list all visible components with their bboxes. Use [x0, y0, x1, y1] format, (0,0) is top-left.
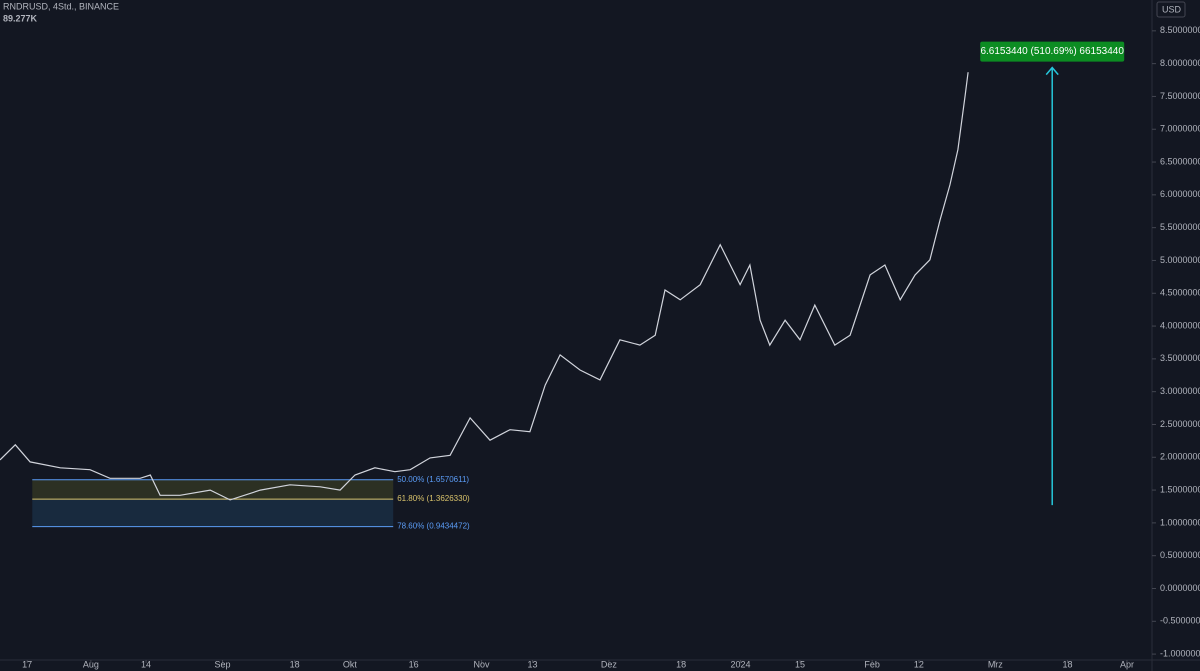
y-tick-label: 2.5000000	[1160, 419, 1200, 429]
currency-label[interactable]: USD	[1162, 4, 1182, 14]
x-tick-label: 12	[914, 659, 924, 669]
x-tick-label: 18	[290, 659, 300, 669]
y-tick-label: 3.5000000	[1160, 353, 1200, 363]
currency-box[interactable]	[1156, 1, 1186, 18]
x-tick-label: Nov	[474, 659, 491, 669]
measure-arrow-head	[1045, 66, 1059, 76]
y-tick-label: 4.0000000	[1160, 320, 1200, 330]
x-tick-label: Sep	[214, 659, 230, 669]
y-tick-label: 5.5000000	[1160, 222, 1200, 232]
price-axis	[1152, 0, 1200, 671]
y-tick-label: 6.5000000	[1160, 156, 1200, 166]
volume-value: 89.277K	[3, 13, 38, 23]
measure-label: 6.6153440 (510.69%) 66153440	[980, 46, 1124, 57]
x-tick-label: 18	[676, 659, 686, 669]
y-tick-label: 3.0000000	[1160, 386, 1200, 396]
fib-label: 61.80% (1.3626330)	[397, 494, 470, 503]
symbol-title: RNDRUSD, 4Std., BINANCE	[3, 1, 119, 11]
y-tick-label: 1.5000000	[1160, 484, 1200, 494]
y-tick-label: 6.0000000	[1160, 189, 1200, 199]
x-tick-label: Feb	[864, 659, 880, 669]
y-tick-label: 8.0000000	[1160, 58, 1200, 68]
y-tick-label: -0.5000000	[1160, 616, 1200, 626]
x-tick-label: Mrz	[988, 659, 1003, 669]
y-tick-label: 7.5000000	[1160, 91, 1200, 101]
y-tick-label: 7.0000000	[1160, 124, 1200, 134]
measure-label-box	[980, 41, 1125, 62]
x-tick-label: 15	[795, 659, 805, 669]
x-tick-label: 18	[1062, 659, 1072, 669]
x-tick-label: 14	[141, 659, 151, 669]
x-tick-label: 17	[22, 659, 32, 669]
y-tick-label: 1.0000000	[1160, 517, 1200, 527]
y-tick-label: 0.5000000	[1160, 550, 1200, 560]
x-tick-label: Aug	[83, 659, 99, 669]
x-tick-label: 16	[409, 659, 419, 669]
x-tick-label: Okt	[343, 659, 358, 669]
y-tick-label: 8.5000000	[1160, 25, 1200, 35]
price-line	[0, 72, 969, 501]
x-tick-label: Dez	[601, 659, 618, 669]
fib-zone	[32, 499, 394, 527]
y-tick-label: 2.0000000	[1160, 452, 1200, 462]
y-tick-label: 4.5000000	[1160, 288, 1200, 298]
x-tick-label: Apr	[1120, 659, 1134, 669]
y-tick-label: -1.0000000	[1160, 648, 1200, 658]
x-tick-label: 13	[527, 659, 537, 669]
fib-zone	[32, 479, 394, 500]
y-tick-label: 5.0000000	[1160, 255, 1200, 265]
x-tick-label: 2024	[731, 659, 751, 669]
fib-label: 50.00% (1.6570611)	[397, 475, 469, 484]
fib-label: 78.60% (0.9434472)	[397, 522, 470, 531]
y-tick-label: 0.0000000	[1160, 583, 1200, 593]
